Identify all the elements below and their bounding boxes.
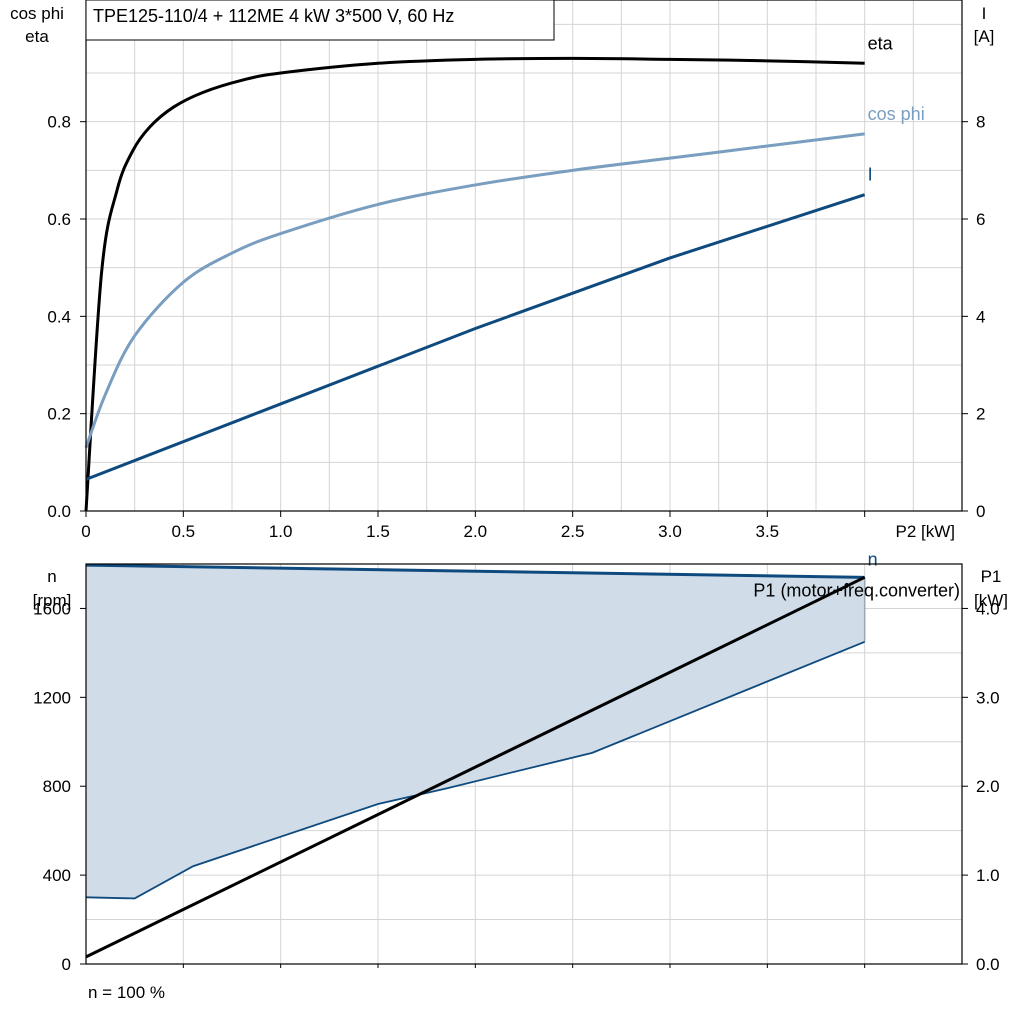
y-right-tick-label: 8 — [976, 113, 985, 132]
x-tick-label: 3.5 — [756, 522, 780, 541]
y-right-tick-label: 4 — [976, 307, 985, 326]
y-left-tick-label: 0.8 — [47, 113, 71, 132]
series-label-n: n — [868, 549, 878, 569]
series-line-n-min — [85, 640, 866, 900]
bottom-y-left-tick-label: 800 — [43, 777, 71, 796]
bottom-y-right-tick-label: 4.0 — [976, 599, 1000, 618]
series-label-p1: P1 (motor+freq.converter) — [753, 580, 960, 600]
top-right-axis-label-line1: I — [982, 4, 987, 23]
top-right-axis-label-line2: [A] — [974, 27, 995, 46]
speed-range-area — [86, 565, 865, 899]
y-left-tick-label: 0.6 — [47, 210, 71, 229]
y-right-tick-label: 0 — [976, 502, 985, 521]
bottom-y-right-tick-label: 3.0 — [976, 688, 1000, 707]
x-tick-label: 2.0 — [464, 522, 488, 541]
bottom-y-right-tick-label: 2.0 — [976, 777, 1000, 796]
series-line-eta — [84, 56, 865, 512]
bottom-y-right-tick-label: 0.0 — [976, 955, 1000, 974]
series-line-cos-phi — [84, 132, 865, 449]
y-left-tick-label: 0.2 — [47, 405, 71, 424]
series-label-i: I — [868, 165, 873, 185]
y-left-tick-label: 0.0 — [47, 502, 71, 521]
bottom-y-left-tick-label: 1600 — [33, 599, 71, 618]
bottom-y-left-tick-label: 400 — [43, 866, 71, 885]
y-right-tick-label: 2 — [976, 405, 985, 424]
bottom-left-axis-label-line1: n — [47, 567, 56, 586]
series-line-p1 — [85, 575, 866, 959]
x-tick-label: 0 — [81, 522, 90, 541]
x-tick-label: 0.5 — [172, 522, 196, 541]
top-left-axis-label-line1: cos phi — [10, 4, 64, 23]
series-label-eta: eta — [868, 33, 894, 53]
bottom-y-left-tick-label: 1200 — [33, 688, 71, 707]
top-plot-frame — [85, 0, 963, 512]
top-left-axis-label-line2: eta — [25, 27, 49, 46]
bottom-y-left-tick-label: 0 — [62, 955, 71, 974]
title-box — [85, 0, 555, 41]
top-panel: eta cos phi I 0 0.5 1.0 1.5 2.0 2.5 3.0 3.5 0.0 0.2… — [10, 0, 994, 541]
series-line-n — [85, 563, 865, 579]
bottom-y-right-tick-label: 1.0 — [976, 866, 1000, 885]
bottom-right-axis-label-line2: [kW] — [974, 591, 1008, 610]
bottom-panel: n P1 (motor+freq.converter) 0 400 800 1200 16… — [33, 549, 1008, 1002]
x-tick-label: 1.0 — [269, 522, 293, 541]
bottom-right-axis-label-line1: P1 — [981, 567, 1002, 586]
bottom-plot-frame — [85, 563, 963, 965]
x-tick-label: 1.5 — [366, 522, 390, 541]
chart-title: TPE125-110/4 + 112ME 4 kW 3*500 V, 60 Hz — [93, 6, 454, 26]
x-axis-label: P2 [kW] — [895, 522, 955, 541]
footnote: n = 100 % — [88, 983, 165, 1002]
series-label-cos-phi: cos phi — [868, 104, 925, 124]
x-tick-label: 2.5 — [561, 522, 585, 541]
y-left-tick-label: 0.4 — [47, 307, 71, 326]
bottom-left-axis-label-line2: [rpm] — [33, 591, 72, 610]
y-right-tick-label: 6 — [976, 210, 985, 229]
x-tick-label: 3.0 — [658, 522, 682, 541]
series-line-i — [85, 193, 866, 481]
